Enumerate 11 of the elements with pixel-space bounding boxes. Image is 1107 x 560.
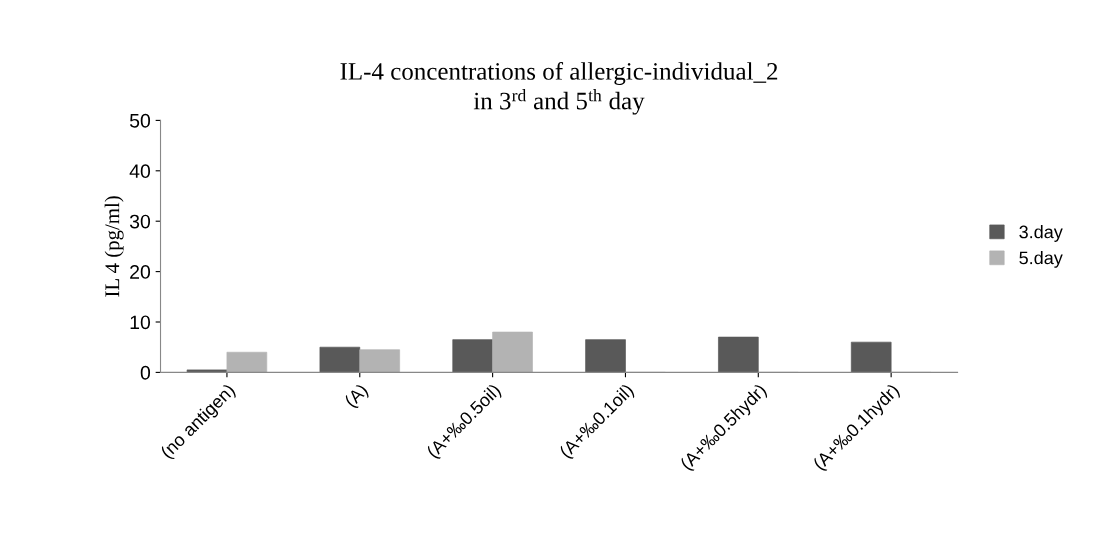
chart-title: IL-4 concentrations of allergic-individual_2 in 3$^{rd}$ and 5$^{th}$ day (340, 61, 778, 115)
y-tick-label: 50 (129, 113, 151, 128)
y-tick-label: 40 (129, 164, 151, 179)
x-tick-label: (A) (343, 382, 371, 411)
y-tick-label: 30 (129, 214, 151, 229)
legend-label: 3.day (1019, 225, 1063, 242)
legend-label: 5.day (1019, 251, 1063, 268)
y-axis-title: IL 4 (pg/ml) (104, 196, 124, 297)
y-tick-label: 0 (140, 365, 151, 380)
y-tick-label: 20 (130, 265, 151, 279)
y-tick-label: 10 (130, 315, 151, 330)
